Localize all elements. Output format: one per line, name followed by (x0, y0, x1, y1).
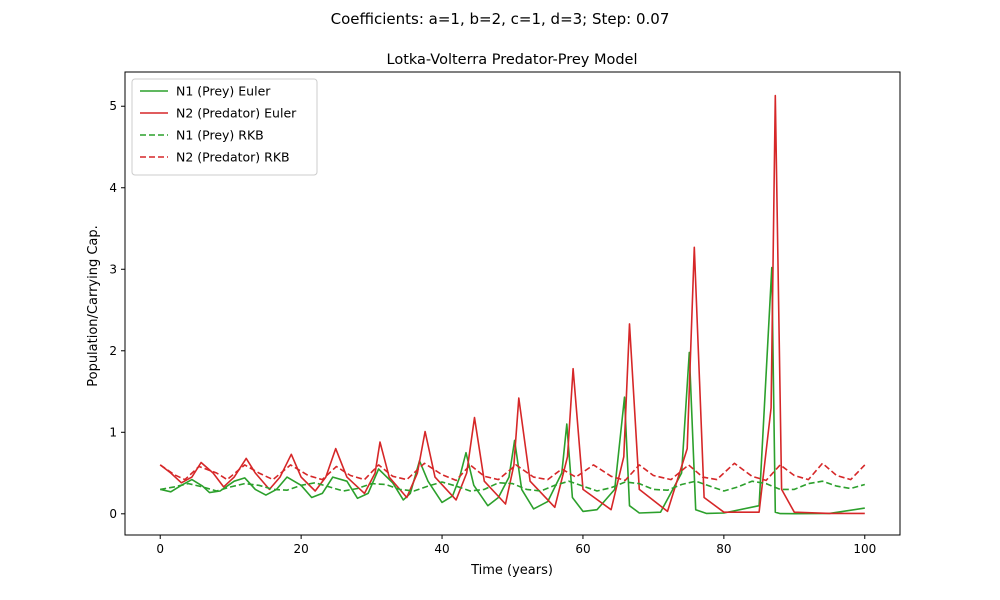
x-tick-label: 60 (575, 542, 590, 556)
x-tick-label: 80 (716, 542, 731, 556)
legend: N1 (Prey) Euler N2 (Predator) Euler N1 (Pr… (131, 78, 318, 176)
legend-label-n2-predator-euler: N2 (Predator) Euler (176, 106, 297, 121)
legend-label-n2-predator-rkb: N2 (Predator) RKB (176, 150, 290, 165)
axes-layer: 0 20 40 60 80 100 0 1 2 3 4 5 (109, 71, 901, 556)
legend-label-n1-prey-euler: N1 (Prey) Euler (176, 84, 271, 99)
chart-suptitle: Coefficients: a=1, b=2, c=1, d=3; Step: … (331, 10, 670, 28)
y-tick-label: 1 (109, 425, 117, 439)
x-tick-label: 20 (293, 542, 308, 556)
legend-label-n1-prey-rkb: N1 (Prey) RKB (176, 128, 264, 143)
x-tick-label: 0 (156, 542, 164, 556)
y-tick-label: 2 (109, 344, 117, 358)
y-tick-label: 5 (109, 99, 117, 113)
y-tick-label: 4 (109, 181, 117, 195)
y-axis-label: Population/Carrying Cap. (86, 225, 101, 387)
x-tick-label: 100 (853, 542, 876, 556)
plot-frame (124, 71, 901, 536)
x-tick-label: 40 (434, 542, 449, 556)
series-layer (159, 94, 866, 515)
chart-title: Lotka-Volterra Predator-Prey Model (387, 52, 638, 68)
y-tick-label: 3 (109, 262, 117, 276)
y-tick-label: 0 (109, 507, 117, 521)
legend-box (131, 78, 318, 176)
x-axis-label: Time (years) (470, 563, 553, 578)
series-line-n2-predator-rkb (159, 462, 866, 482)
series-line-n1-prey-rkb (160, 480, 866, 492)
